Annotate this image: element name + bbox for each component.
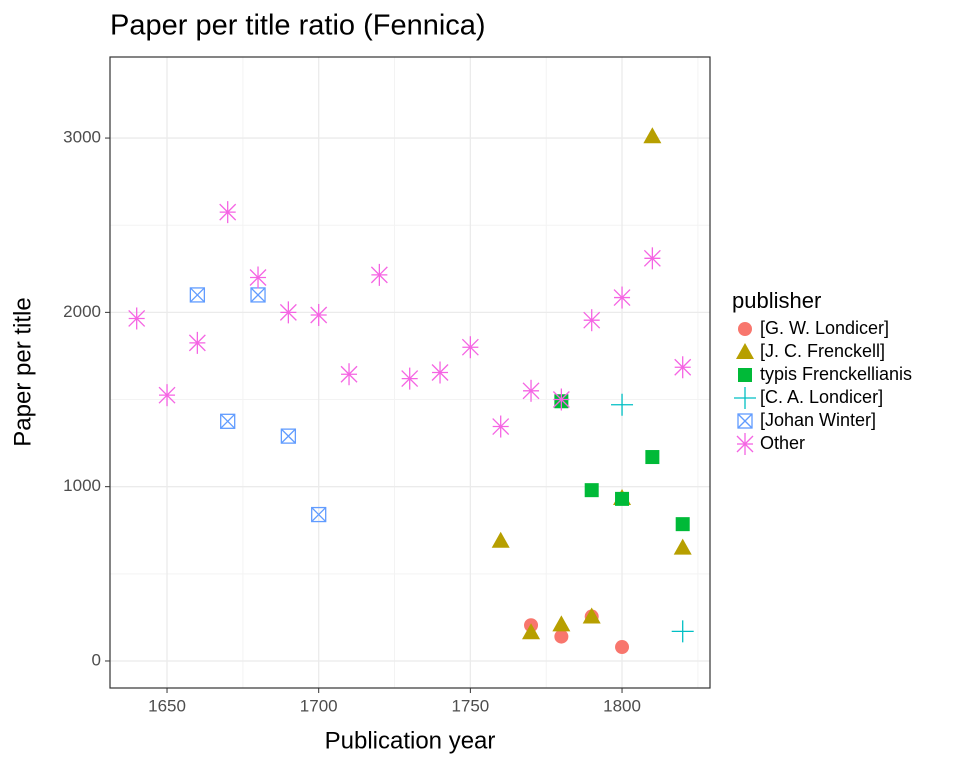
y-tick-label: 2000: [63, 302, 101, 321]
point: [552, 388, 570, 411]
point: [219, 201, 237, 224]
point: [673, 538, 692, 555]
point: [583, 309, 601, 332]
point: [401, 367, 419, 390]
point: [675, 517, 690, 532]
legend-title: publisher: [732, 288, 821, 313]
point: [643, 127, 662, 144]
point: [128, 307, 146, 330]
legend-label: [J. C. Frenckell]: [760, 341, 885, 361]
point: [674, 356, 692, 379]
point: [615, 491, 630, 506]
point: [189, 287, 206, 303]
point: [611, 393, 634, 416]
point: [491, 531, 510, 548]
legend-key: [737, 413, 753, 429]
point: [582, 607, 601, 624]
legend-label: [G. W. Londicer]: [760, 318, 889, 338]
legend-label: [Johan Winter]: [760, 410, 876, 430]
legend-key: [734, 387, 756, 409]
legend-key: [738, 322, 752, 336]
point: [188, 331, 206, 354]
y-tick-label: 3000: [63, 128, 101, 147]
point: [158, 384, 176, 407]
point: [671, 620, 694, 643]
x-tick-label: 1700: [300, 696, 338, 715]
point: [310, 303, 328, 326]
legend-label: [C. A. Londicer]: [760, 387, 883, 407]
x-tick-label: 1650: [148, 696, 186, 715]
point: [645, 450, 660, 465]
point: [584, 483, 599, 498]
x-tick-label: 1750: [451, 696, 489, 715]
point: [431, 361, 449, 384]
point: [280, 428, 297, 444]
legend-key: [736, 433, 754, 455]
plot-border: [109, 56, 711, 689]
point: [554, 629, 569, 644]
point: [552, 615, 571, 632]
point: [370, 263, 388, 286]
point: [220, 413, 236, 429]
point: [311, 506, 327, 523]
y-tick-label: 1000: [63, 476, 101, 495]
point: [613, 286, 631, 309]
point: [340, 363, 358, 386]
point: [643, 247, 661, 270]
point: [461, 336, 479, 359]
y-tick-label: 0: [92, 650, 101, 669]
legend-key: [736, 343, 754, 359]
legend-label: Other: [760, 433, 805, 453]
point: [250, 287, 266, 303]
point: [279, 301, 297, 324]
point: [492, 415, 510, 438]
legend-key: [738, 368, 752, 382]
y-axis-title: Paper per title: [9, 297, 36, 446]
chart-title: Paper per title ratio (Fennica): [110, 10, 486, 42]
point: [522, 379, 540, 402]
point: [249, 266, 267, 289]
legend-label: typis Frenckellianis: [760, 364, 912, 384]
point: [522, 623, 541, 640]
x-tick-label: 1800: [603, 696, 641, 715]
x-axis-title: Publication year: [325, 727, 496, 754]
point: [615, 640, 630, 655]
